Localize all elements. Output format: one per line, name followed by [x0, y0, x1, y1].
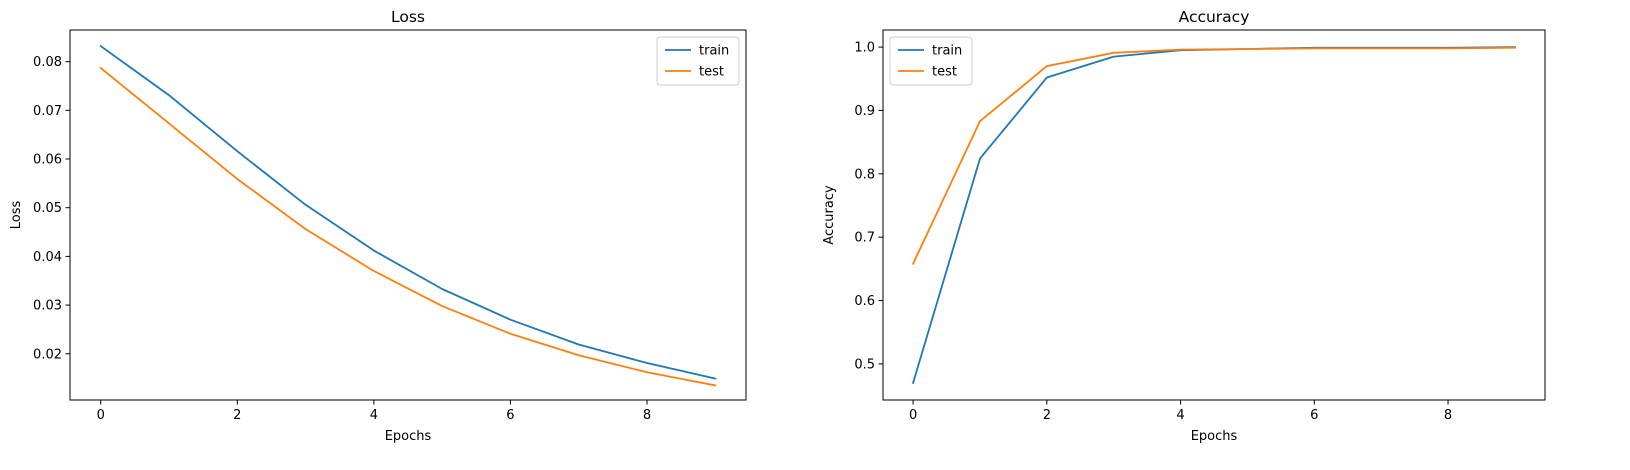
loss-x-tick-label: 2: [233, 408, 241, 423]
accuracy-y-tick-label: 0.8: [854, 167, 875, 182]
loss-legend: train test: [656, 36, 740, 86]
loss-x-axis-label: Epochs: [385, 429, 432, 444]
accuracy-series-line-test: [911, 46, 1516, 265]
loss-x-tick-label: 8: [643, 408, 651, 423]
accuracy-y-tick-label: 0.5: [854, 357, 875, 372]
loss-y-tick-label: 0.08: [33, 55, 62, 70]
accuracy-plot-area: [911, 46, 1516, 385]
accuracy-legend-label-train: train: [932, 44, 962, 59]
loss-chart: 0 2 4 6 8 0.02 0.03 0.04 0.05 0.06 0.07 0.08 Loss Epo…: [9, 8, 747, 444]
loss-y-tick-label: 0.04: [33, 250, 62, 265]
accuracy-y-tick-label: 0.6: [854, 294, 875, 309]
loss-y-tick-label: 0.02: [33, 347, 62, 362]
loss-x-tick-label: 6: [506, 408, 514, 423]
accuracy-y-tick-label: 1.0: [854, 41, 875, 56]
loss-y-tick-label: 0.05: [33, 201, 62, 216]
accuracy-x-tick-label: 0: [909, 408, 917, 423]
accuracy-y-tick-label: 0.7: [854, 231, 875, 246]
accuracy-x-axis-label: Epochs: [1191, 429, 1238, 444]
loss-series-line-train: [99, 44, 717, 380]
charts: 0 2 4 6 8 0.02 0.03 0.04 0.05 0.06 0.07 0.08 Loss Epo…: [9, 8, 1546, 444]
loss-y-tick-label: 0.03: [33, 299, 62, 314]
loss-legend-box: [656, 36, 740, 86]
accuracy-legend: train test: [889, 36, 973, 86]
accuracy-x-tick-label: 2: [1043, 408, 1051, 423]
accuracy-chart-title: Accuracy: [1179, 8, 1250, 26]
loss-y-tick-label: 0.07: [33, 104, 62, 119]
accuracy-x-tick-label: 8: [1444, 408, 1452, 423]
loss-legend-label-train: train: [699, 44, 729, 59]
accuracy-legend-box: [889, 36, 973, 86]
accuracy-legend-label-test: test: [932, 65, 957, 80]
accuracy-x-tick-label: 4: [1176, 408, 1184, 423]
loss-legend-label-test: test: [699, 65, 724, 80]
accuracy-x-tick-label: 6: [1310, 408, 1318, 423]
loss-plot-area: [99, 44, 717, 387]
accuracy-chart: 0 2 4 6 8 0.5 0.6 0.7 0.8 0.9 1.0 Accuracy Epochs Acc…: [822, 8, 1546, 444]
accuracy-axes-frame: [882, 29, 1546, 401]
accuracy-y-axis-label: Accuracy: [822, 185, 837, 245]
loss-series-line-test: [99, 66, 717, 387]
loss-x-tick-label: 0: [97, 408, 105, 423]
accuracy-y-tick-label: 0.9: [854, 104, 875, 119]
loss-y-axis-label: Loss: [9, 201, 24, 230]
loss-chart-title: Loss: [391, 8, 425, 26]
loss-x-tick-label: 4: [370, 408, 378, 423]
loss-y-tick-label: 0.06: [33, 153, 62, 168]
loss-axes-frame: [69, 29, 747, 401]
